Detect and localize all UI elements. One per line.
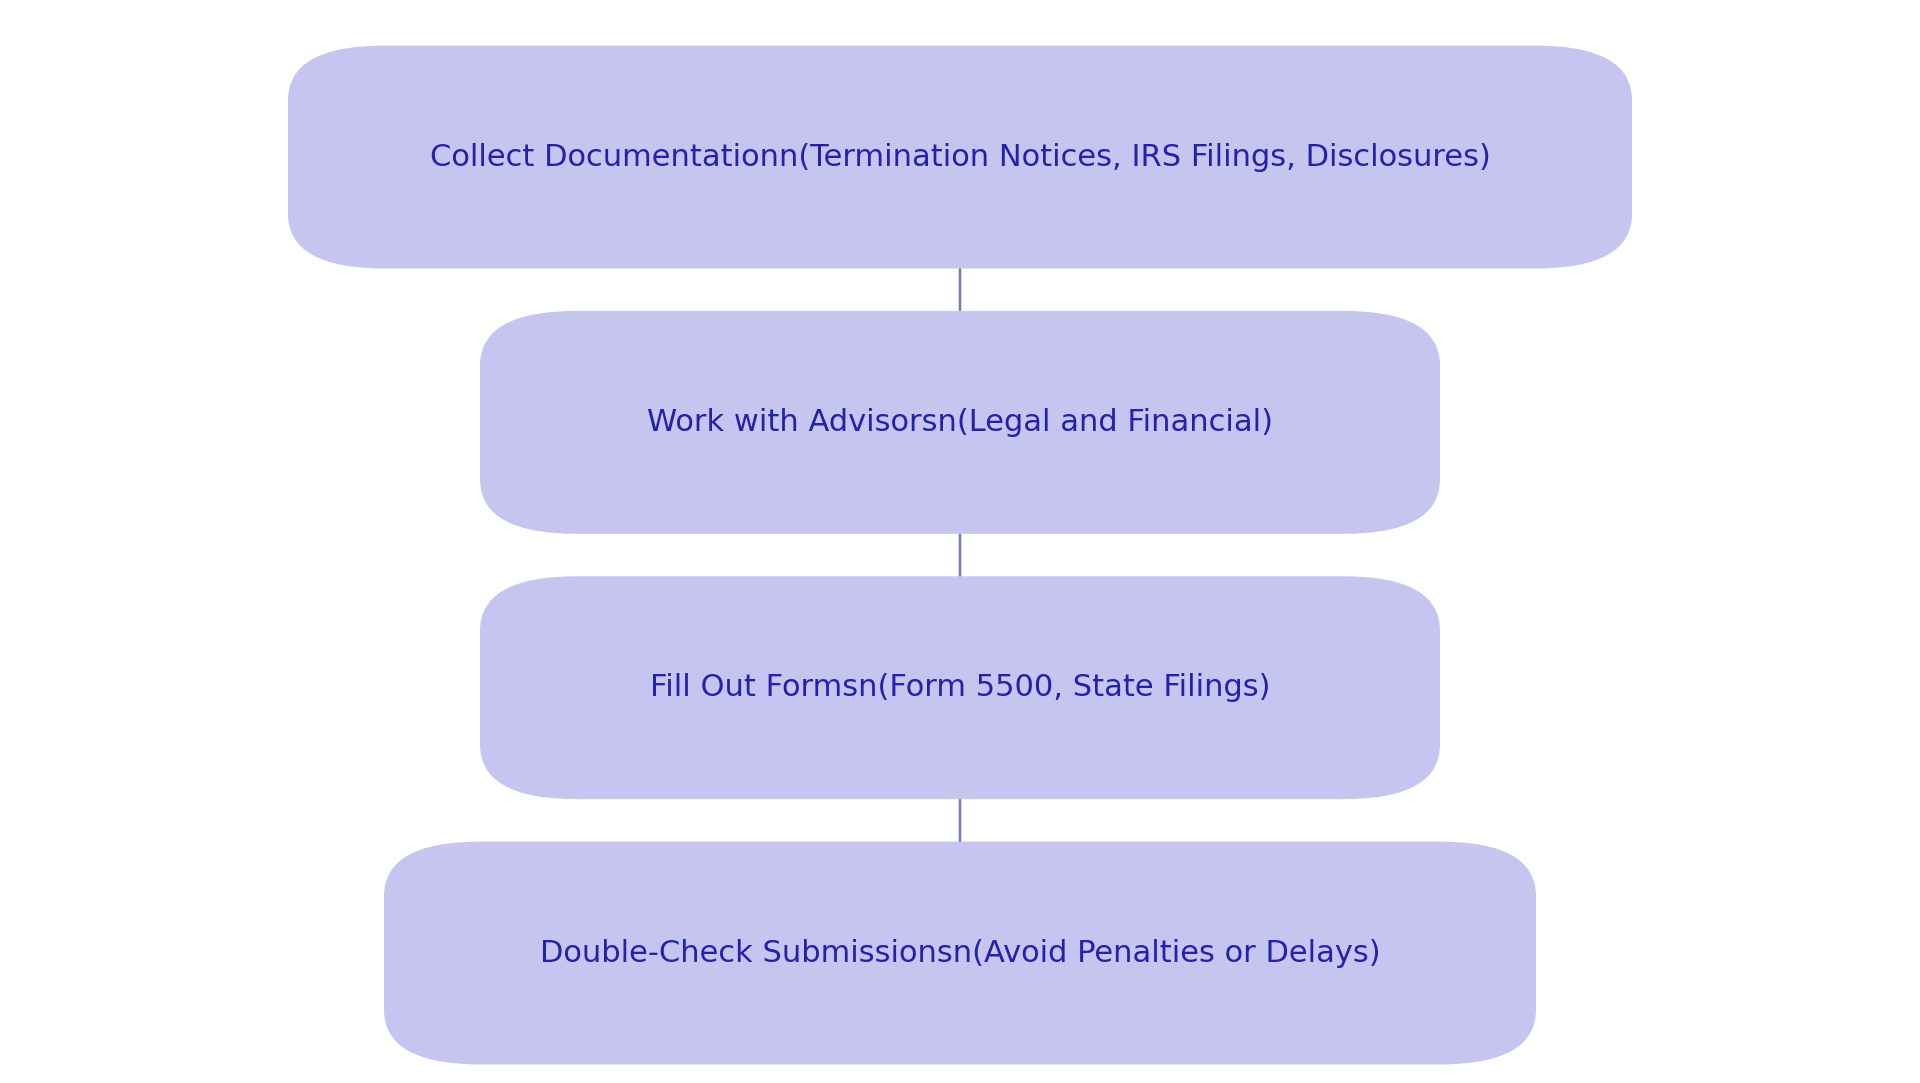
Text: Fill Out Formsn(Form 5500, State Filings): Fill Out Formsn(Form 5500, State Filings…	[649, 674, 1271, 702]
Text: Collect Documentationn(Termination Notices, IRS Filings, Disclosures): Collect Documentationn(Termination Notic…	[430, 143, 1490, 171]
FancyBboxPatch shape	[288, 45, 1632, 269]
Text: Work with Advisorsn(Legal and Financial): Work with Advisorsn(Legal and Financial)	[647, 408, 1273, 436]
FancyBboxPatch shape	[480, 576, 1440, 799]
FancyBboxPatch shape	[480, 311, 1440, 534]
FancyBboxPatch shape	[384, 841, 1536, 1065]
Text: Double-Check Submissionsn(Avoid Penalties or Delays): Double-Check Submissionsn(Avoid Penaltie…	[540, 939, 1380, 967]
